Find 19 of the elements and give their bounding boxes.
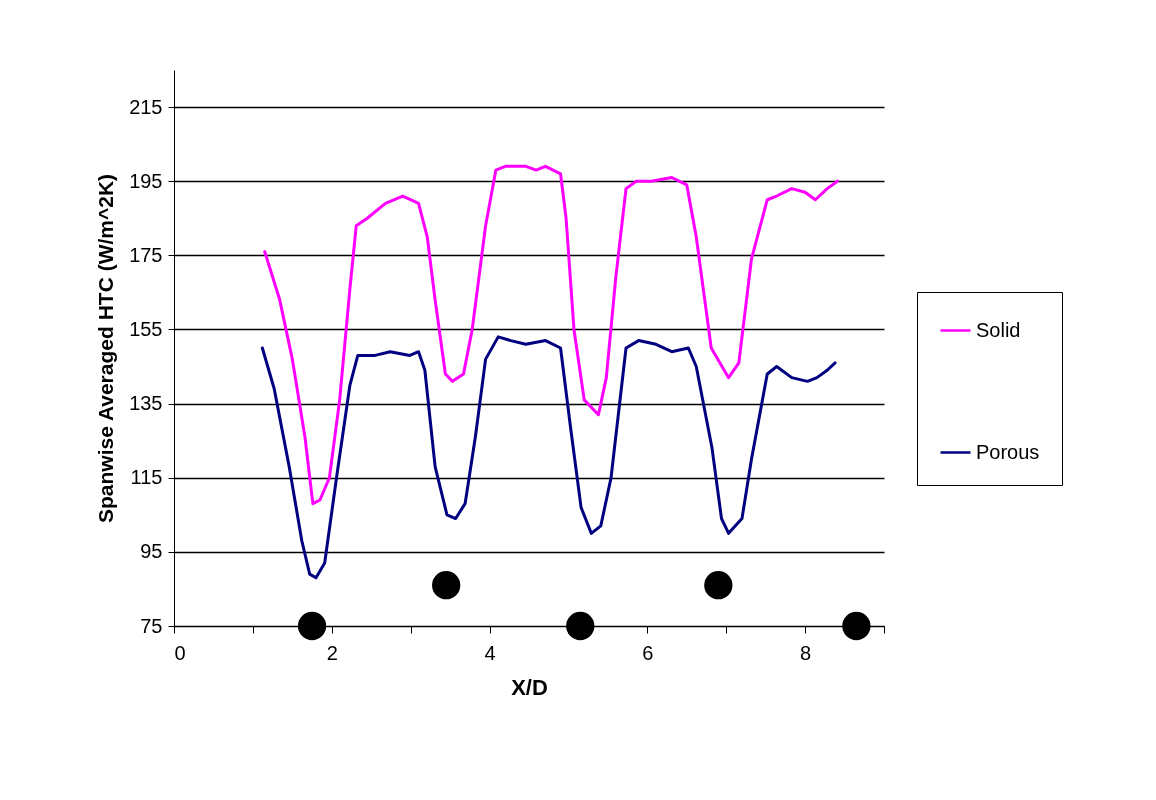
y-tick-label: 175 [129,243,163,266]
x-tick-label: 2 [326,641,338,664]
y-tick-label: 95 [140,540,163,563]
y-tick-label: 135 [129,392,163,415]
y-tick-label: 115 [130,466,163,489]
y-tick-label: 75 [140,614,163,637]
y-tick-label: 155 [129,317,163,340]
x-tick-label: 4 [484,641,496,664]
y-tick-label: 215 [129,95,163,118]
line-series [263,164,839,506]
y-tick-label: 195 [129,169,163,192]
line-series [260,335,837,580]
x-tick-label: 0 [174,641,186,664]
x-tick-label: 6 [642,641,654,664]
legend-label: Porous [976,440,1040,463]
legend-label: Solid [976,318,1021,341]
y-axis-title: Spanwise Averaged HTC (W/m^2K) [94,173,118,524]
x-axis-title: X/D [511,674,548,700]
x-tick-label: 8 [800,641,812,664]
